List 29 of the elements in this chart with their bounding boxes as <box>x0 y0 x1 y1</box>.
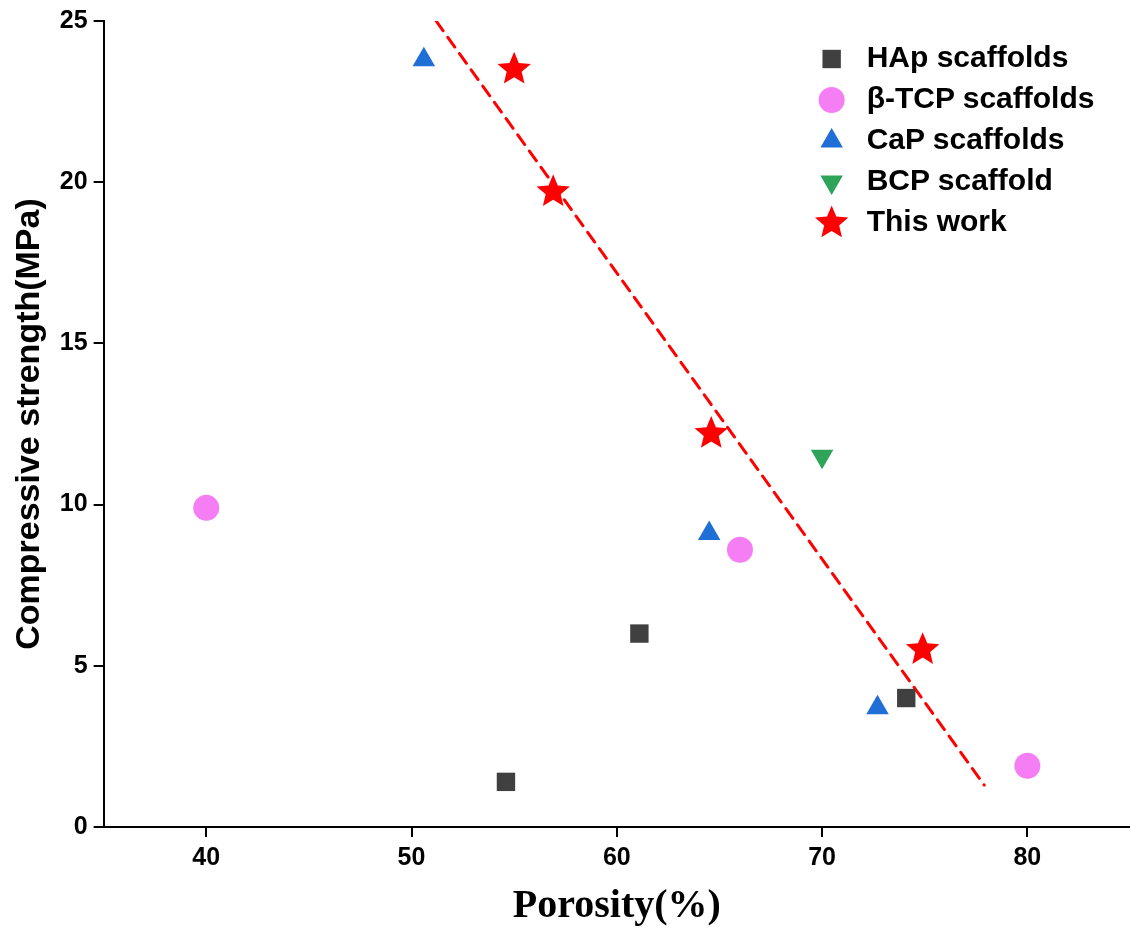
point <box>1014 752 1041 779</box>
legend-label: This work <box>866 204 1007 238</box>
legend-label: β-TCP scaffolds <box>866 81 1095 115</box>
point <box>193 494 220 521</box>
x-axis-title: Porosity(%) <box>512 881 721 927</box>
point <box>496 772 516 792</box>
legend-label: CaP scaffolds <box>866 122 1065 156</box>
point <box>497 51 531 84</box>
legend-label: BCP scaffold <box>866 163 1053 197</box>
point <box>536 174 570 207</box>
y-tick-label: 0 <box>73 810 88 839</box>
y-tick-label: 10 <box>59 488 88 517</box>
y-tick-label: 15 <box>59 327 88 356</box>
point <box>905 632 940 664</box>
point <box>694 416 728 448</box>
x-tick-label: 70 <box>808 841 836 870</box>
y-tick-label: 5 <box>73 649 88 678</box>
y-tick-label: 20 <box>59 166 88 195</box>
point <box>630 624 649 643</box>
x-tick-label: 50 <box>397 841 426 870</box>
point <box>726 536 753 563</box>
y-tick-label: 25 <box>59 4 88 33</box>
x-tick-label: 60 <box>602 841 631 870</box>
y-axis-title: Compressive strength(MPa) <box>7 198 46 650</box>
x-tick-label: 80 <box>1013 841 1042 870</box>
point <box>897 688 916 708</box>
point <box>412 46 436 67</box>
legend-label: HAp scaffolds <box>866 40 1069 74</box>
x-tick-label: 40 <box>192 841 221 870</box>
